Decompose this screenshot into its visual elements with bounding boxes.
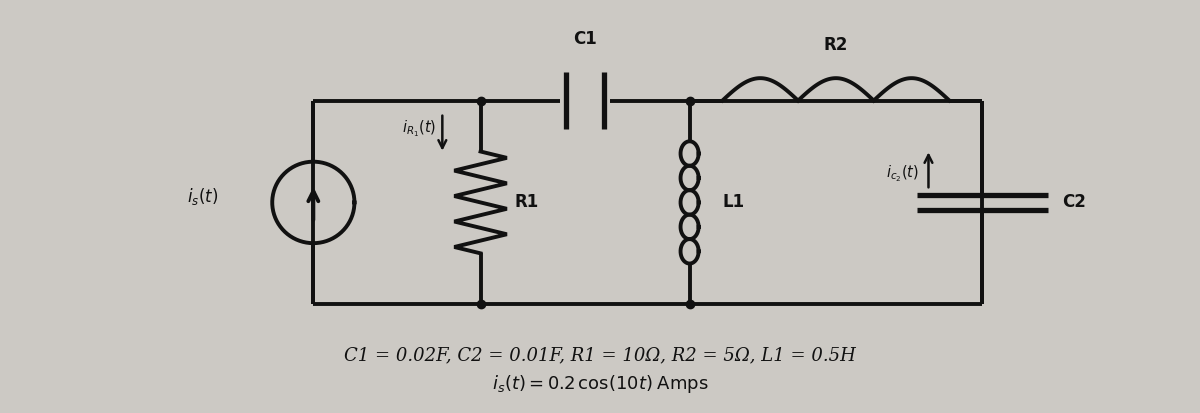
Text: $i_{c_2}(t)$: $i_{c_2}(t)$ xyxy=(886,164,919,184)
Text: C1 = 0.02F, C2 = 0.01F, R1 = 10Ω, R2 = 5Ω, L1 = 0.5H: C1 = 0.02F, C2 = 0.01F, R1 = 10Ω, R2 = 5… xyxy=(344,346,856,364)
Text: L1: L1 xyxy=(722,193,745,211)
Text: R2: R2 xyxy=(823,36,848,54)
Text: C1: C1 xyxy=(574,30,596,47)
Text: C2: C2 xyxy=(1062,193,1086,211)
Text: R1: R1 xyxy=(514,193,539,211)
Text: $i_s(t) = 0.2\,\cos(10t)\;\mathrm{Amps}$: $i_s(t) = 0.2\,\cos(10t)\;\mathrm{Amps}$ xyxy=(492,373,708,395)
Text: $i_s(t)$: $i_s(t)$ xyxy=(187,186,218,207)
Text: $i_{R_1}(t)$: $i_{R_1}(t)$ xyxy=(402,119,437,139)
